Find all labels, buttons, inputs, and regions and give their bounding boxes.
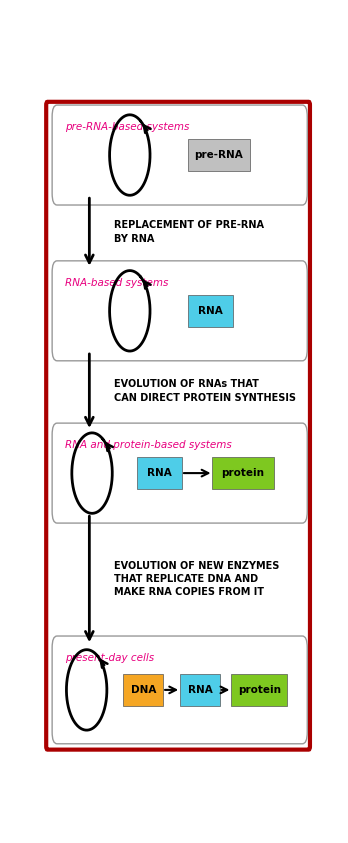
FancyBboxPatch shape	[52, 105, 307, 205]
Text: protein: protein	[238, 685, 281, 695]
FancyBboxPatch shape	[52, 260, 307, 361]
Text: RNA-based systems: RNA-based systems	[65, 277, 168, 287]
FancyBboxPatch shape	[52, 636, 307, 744]
Text: REPLACEMENT OF PRE-RNA
BY RNA: REPLACEMENT OF PRE-RNA BY RNA	[113, 220, 264, 244]
Text: present-day cells: present-day cells	[65, 652, 154, 663]
FancyBboxPatch shape	[123, 674, 163, 706]
FancyBboxPatch shape	[137, 457, 182, 489]
FancyBboxPatch shape	[231, 674, 287, 706]
Text: RNA: RNA	[188, 685, 212, 695]
FancyBboxPatch shape	[52, 423, 307, 523]
Text: pre-RNA-based systems: pre-RNA-based systems	[65, 122, 189, 132]
FancyBboxPatch shape	[46, 102, 310, 749]
FancyBboxPatch shape	[180, 674, 220, 706]
Text: RNA and protein-based systems: RNA and protein-based systems	[65, 440, 232, 450]
Text: RNA: RNA	[147, 468, 172, 478]
Text: EVOLUTION OF NEW ENZYMES
THAT REPLICATE DNA AND
MAKE RNA COPIES FROM IT: EVOLUTION OF NEW ENZYMES THAT REPLICATE …	[113, 561, 279, 598]
FancyBboxPatch shape	[188, 294, 234, 327]
FancyBboxPatch shape	[188, 139, 250, 171]
Text: EVOLUTION OF RNAs THAT
CAN DIRECT PROTEIN SYNTHESIS: EVOLUTION OF RNAs THAT CAN DIRECT PROTEI…	[113, 379, 295, 403]
FancyBboxPatch shape	[212, 457, 274, 489]
Text: protein: protein	[222, 468, 264, 478]
Text: DNA: DNA	[130, 685, 156, 695]
Text: RNA: RNA	[198, 306, 223, 316]
Text: pre-RNA: pre-RNA	[195, 150, 243, 160]
